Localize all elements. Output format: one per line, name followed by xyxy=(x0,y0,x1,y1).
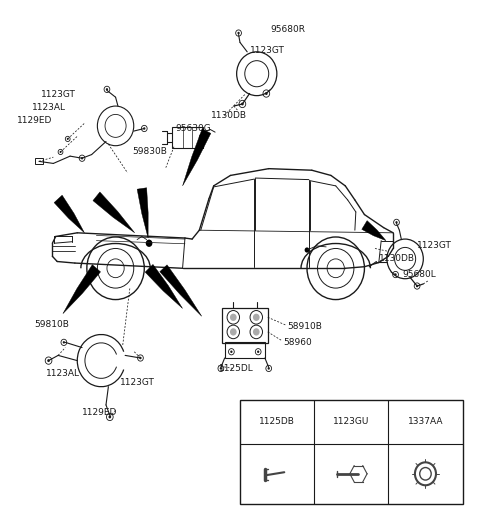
Circle shape xyxy=(146,240,153,247)
Circle shape xyxy=(241,103,244,106)
Polygon shape xyxy=(160,265,202,316)
Text: 58960: 58960 xyxy=(283,338,312,347)
Text: 1123GT: 1123GT xyxy=(120,378,155,387)
Polygon shape xyxy=(54,195,84,233)
Text: 1125DB: 1125DB xyxy=(259,417,295,426)
Circle shape xyxy=(416,285,418,287)
Text: 1123AL: 1123AL xyxy=(32,103,66,112)
Text: 1337AA: 1337AA xyxy=(408,417,443,426)
Text: 95680R: 95680R xyxy=(270,25,305,34)
Text: 1129ED: 1129ED xyxy=(17,116,53,125)
Circle shape xyxy=(305,247,310,253)
Circle shape xyxy=(201,136,204,139)
Polygon shape xyxy=(137,188,148,238)
Circle shape xyxy=(63,341,65,344)
Text: 59810B: 59810B xyxy=(34,320,69,328)
Circle shape xyxy=(230,328,237,336)
Polygon shape xyxy=(145,265,182,309)
Text: 1123GT: 1123GT xyxy=(250,46,285,55)
Circle shape xyxy=(396,221,397,224)
Text: 1123GT: 1123GT xyxy=(41,90,76,99)
Text: 1129ED: 1129ED xyxy=(82,408,118,417)
Circle shape xyxy=(81,157,83,160)
Text: 58910B: 58910B xyxy=(287,322,322,331)
Text: 59830B: 59830B xyxy=(132,147,167,156)
Circle shape xyxy=(253,314,260,321)
Polygon shape xyxy=(63,265,100,314)
Circle shape xyxy=(253,328,260,336)
Bar xyxy=(35,158,43,164)
Text: 1130DB: 1130DB xyxy=(211,111,247,120)
Text: 1130DB: 1130DB xyxy=(379,254,415,264)
Circle shape xyxy=(395,274,396,276)
Circle shape xyxy=(257,350,259,353)
Text: 1123GT: 1123GT xyxy=(417,241,452,251)
Circle shape xyxy=(106,88,108,90)
Text: 95680L: 95680L xyxy=(403,270,436,279)
Text: 1123GU: 1123GU xyxy=(333,417,370,426)
Circle shape xyxy=(220,367,222,370)
Bar xyxy=(240,400,463,504)
Circle shape xyxy=(139,357,142,359)
Circle shape xyxy=(238,32,240,35)
Bar xyxy=(222,308,268,344)
Circle shape xyxy=(67,138,69,140)
Circle shape xyxy=(267,367,270,370)
Circle shape xyxy=(108,415,111,418)
Circle shape xyxy=(265,92,268,95)
Circle shape xyxy=(47,359,50,362)
Text: 1123AL: 1123AL xyxy=(46,369,80,378)
Bar xyxy=(172,127,203,148)
Text: 1125DL: 1125DL xyxy=(218,364,253,373)
Polygon shape xyxy=(182,129,211,186)
Circle shape xyxy=(143,127,145,130)
Polygon shape xyxy=(362,221,386,241)
Bar xyxy=(225,343,265,358)
Text: 95630G: 95630G xyxy=(175,124,211,133)
Circle shape xyxy=(60,151,61,153)
Circle shape xyxy=(230,350,232,353)
Circle shape xyxy=(230,314,237,321)
Polygon shape xyxy=(93,192,135,233)
